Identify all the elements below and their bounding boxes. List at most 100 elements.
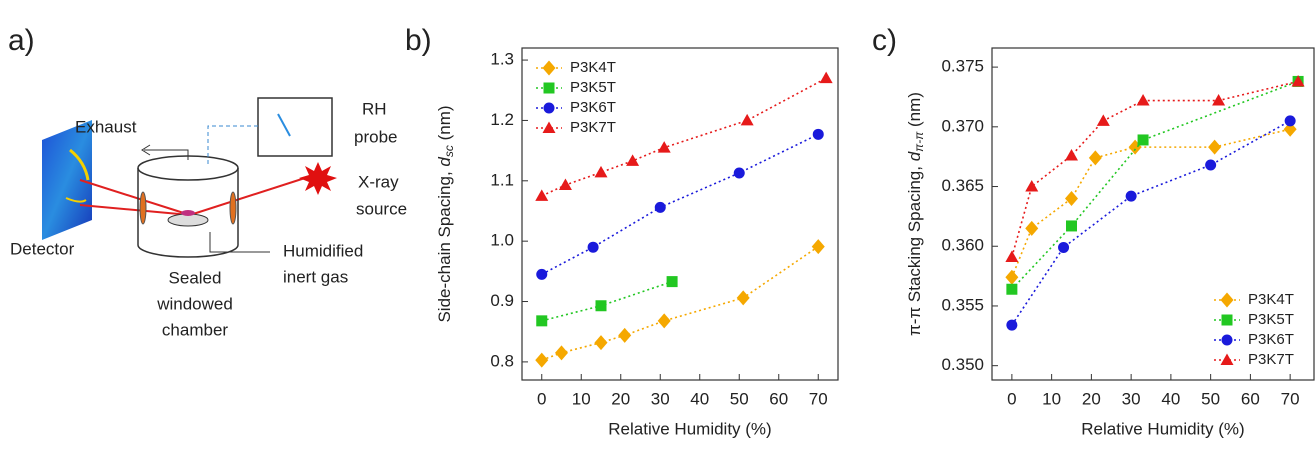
beam (79, 179, 191, 216)
legend-label: P3K7T (1248, 351, 1294, 368)
plot-frame (521, 47, 839, 381)
source-label: source (356, 199, 407, 218)
sample (181, 210, 195, 216)
legend-marker (1221, 314, 1233, 326)
y-axis-label: π-π Stacking Spacing, dπ-π (nm) (905, 92, 926, 336)
chamber-label: Sealed (169, 268, 222, 287)
panel-label: b) (405, 24, 432, 57)
marker (1284, 115, 1296, 127)
y-tick-label: 1.2 (490, 110, 514, 129)
chart: c) 0 10 20 30 40 50 60 70 0.350 0.355 0.360 0.365 0.3… (872, 24, 1315, 438)
y-tick-label: 1.1 (490, 170, 514, 189)
marker (535, 352, 549, 368)
plot-frame (991, 47, 1315, 381)
x-tick-label: 50 (730, 389, 749, 408)
legend-marker (542, 121, 556, 133)
marker (1208, 139, 1222, 155)
marker (1088, 150, 1102, 166)
x-tick-label: 30 (651, 389, 670, 408)
marker (666, 276, 678, 288)
y-tick-label: 0.8 (490, 351, 514, 370)
marker (819, 71, 833, 84)
legend-label: P3K5T (570, 79, 616, 96)
exhaust-arrow-head (141, 144, 151, 156)
x-tick-label: 70 (1281, 389, 1300, 408)
marker (1066, 220, 1078, 232)
source-label: X-ray (358, 172, 399, 191)
x-tick-label: 40 (1161, 389, 1180, 408)
chamber-label: chamber (162, 320, 228, 339)
marker (1025, 220, 1039, 236)
gas-pointer (209, 232, 270, 253)
meter-needle (277, 113, 291, 137)
marker (555, 345, 568, 361)
y-tick-label: 0.9 (490, 291, 514, 310)
marker (1005, 269, 1019, 285)
marker (1136, 94, 1150, 106)
beam (189, 177, 306, 216)
marker (1096, 114, 1110, 126)
legend-marker (543, 82, 555, 94)
marker (594, 335, 608, 351)
rh-meter (257, 97, 333, 157)
y-tick-label: 1.3 (490, 50, 514, 69)
xray-star (299, 162, 337, 195)
y-axis-label-part: d (435, 157, 454, 167)
gas-label: inert gas (283, 267, 348, 286)
legend-label: P3K5T (1248, 311, 1294, 328)
panel-label: a) (8, 24, 35, 57)
legend-marker (542, 60, 556, 76)
marker (1125, 190, 1137, 202)
series-line (541, 245, 819, 361)
marker (740, 113, 754, 126)
rh-label: probe (354, 127, 397, 146)
x-tick-label: 10 (572, 389, 591, 408)
legend-marker (1220, 353, 1234, 365)
series-line (1011, 80, 1299, 258)
marker (594, 165, 608, 178)
panel-label: c) (872, 24, 897, 57)
marker (812, 128, 824, 140)
legend-label: P3K4T (570, 59, 616, 76)
x-tick-label: 0 (1007, 389, 1016, 408)
y-tick-label: 0.365 (941, 176, 984, 195)
x-tick-label: 40 (690, 389, 709, 408)
y-tick-label: 0.350 (941, 355, 984, 374)
x-tick-label: 0 (537, 389, 546, 408)
marker (536, 268, 548, 280)
x-tick-label: 60 (1241, 389, 1260, 408)
exhaust-label: Exhaust (75, 117, 137, 136)
x-tick-label: 30 (1122, 389, 1141, 408)
marker (1283, 121, 1297, 137)
gas-label: Humidified (283, 241, 363, 260)
marker (657, 313, 671, 329)
x-tick-label: 20 (611, 389, 630, 408)
marker (626, 154, 640, 166)
chamber-body (137, 168, 239, 258)
y-axis-label: Side-chain Spacing, dsc (nm) (435, 105, 456, 322)
legend-label: P3K6T (570, 99, 616, 116)
marker (1065, 148, 1079, 161)
window (139, 191, 147, 225)
marker (736, 290, 750, 306)
marker (1291, 74, 1305, 87)
marker (1006, 283, 1018, 295)
y-axis-label-part: (nm) (905, 92, 924, 132)
marker (654, 201, 666, 213)
exhaust-arrow (144, 149, 189, 160)
diffraction-ring (69, 148, 90, 181)
marker (618, 327, 632, 343)
marker (536, 315, 548, 327)
marker (1137, 134, 1149, 146)
legend-label: P3K4T (1248, 291, 1294, 308)
y-axis-label-part: sc (442, 145, 456, 157)
y-axis-label-part: π-π (912, 131, 926, 152)
y-axis-label-part: d (905, 151, 924, 161)
chart: b) 0 10 20 30 40 50 60 70 0.8 0.9 1.0 1.1 1.2 1.3 Relat… (405, 24, 839, 438)
marker (657, 141, 671, 153)
marker (733, 167, 745, 179)
legend-marker (543, 102, 555, 114)
diagram: a) Exhaust RH probe X-ray source Detecto… (8, 24, 407, 340)
series-line (541, 280, 673, 322)
marker (1058, 241, 1070, 253)
